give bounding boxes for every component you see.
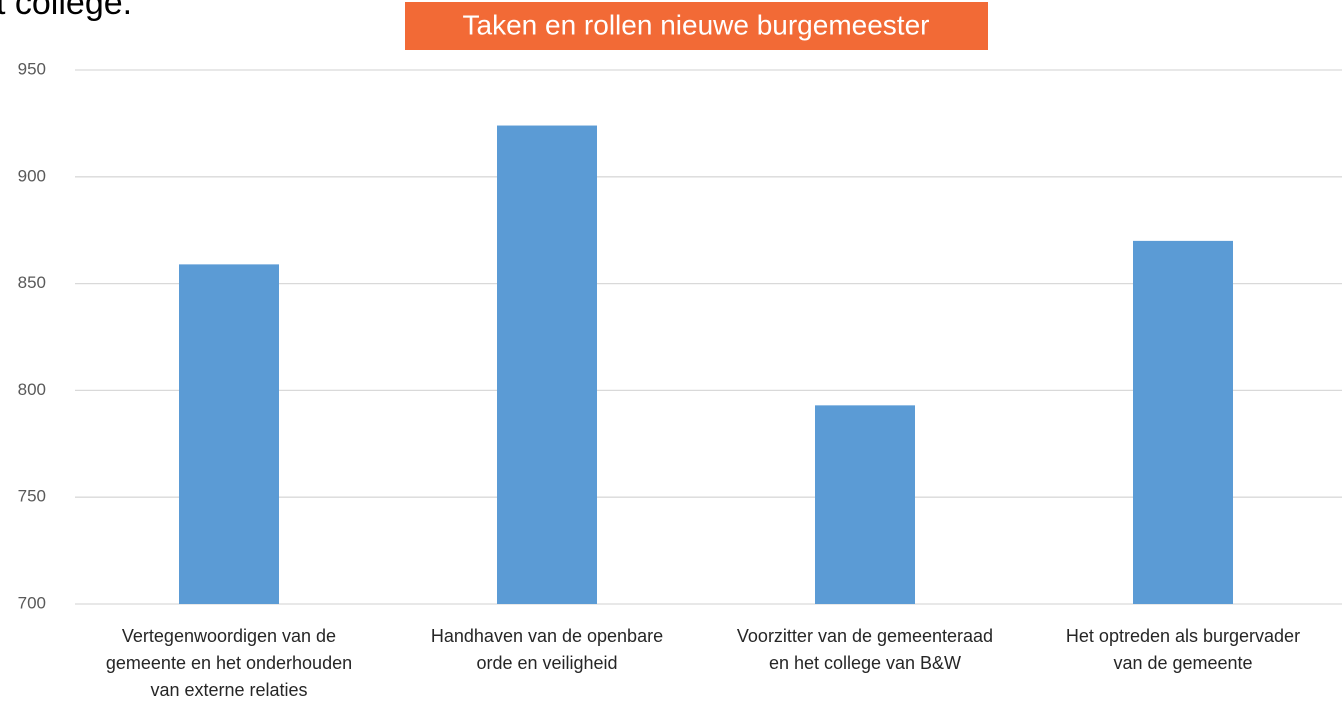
annotation: t college. (0, 0, 132, 22)
x-tick-label: Handhaven van de openbare orde en veilig… (430, 626, 664, 673)
bar (179, 264, 279, 604)
y-tick-label: 950 (18, 59, 46, 78)
bar (497, 125, 597, 604)
y-tick-label: 750 (18, 487, 46, 506)
x-tick-label: Vertegenwoordigen van de gemeente en het… (105, 626, 353, 700)
x-tick-label: Het optreden als burgervader van de geme… (1065, 626, 1301, 673)
bar (815, 405, 915, 604)
y-tick-label: 850 (18, 273, 46, 292)
title-box (405, 2, 988, 50)
y-tick-label: 800 (18, 380, 46, 399)
y-tick-label: 900 (18, 166, 46, 185)
chart-title: Taken en rollen nieuwe burgemeester (463, 9, 930, 40)
x-tick-label: Voorzitter van de gemeenteraad en het co… (736, 626, 994, 673)
y-tick-label: 700 (18, 593, 46, 612)
bar (1133, 240, 1233, 604)
